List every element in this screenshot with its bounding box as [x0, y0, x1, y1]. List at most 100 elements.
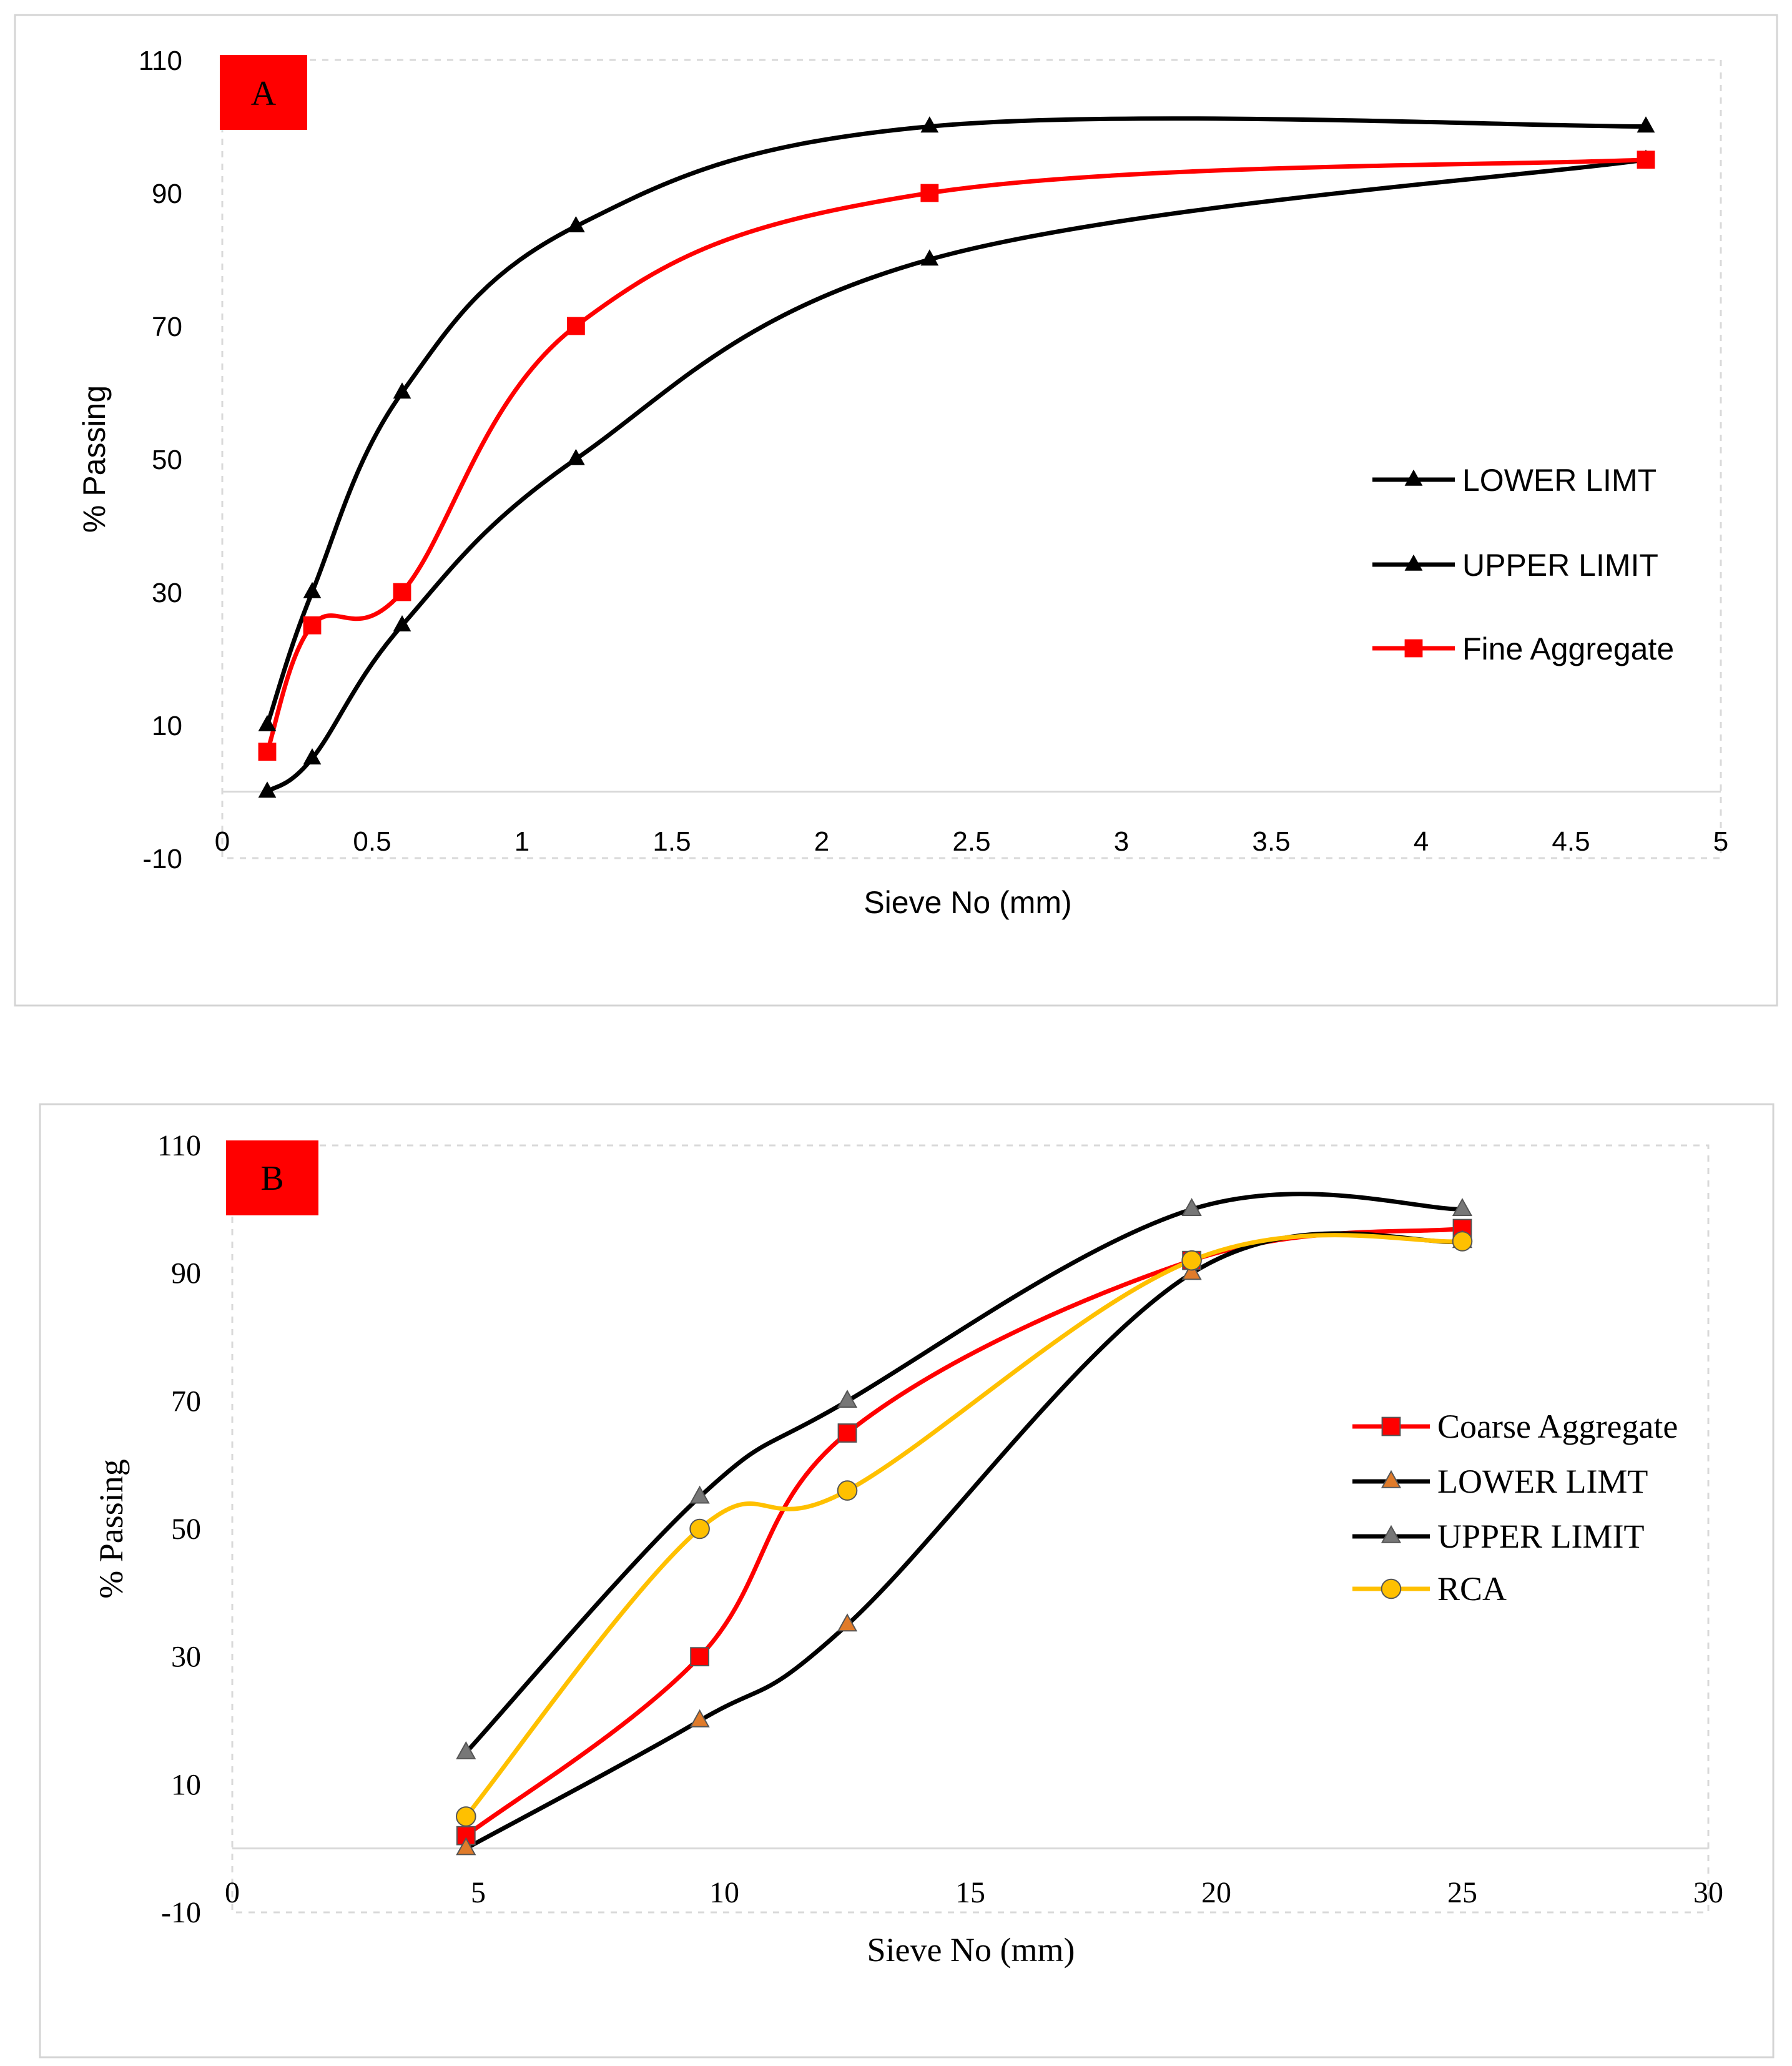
data-point-lower-limt [1181, 1262, 1202, 1280]
x-tick-label: 0 [215, 826, 230, 857]
data-point-upper-limit [1452, 1198, 1473, 1217]
y-tick-label: -10 [161, 1896, 201, 1929]
panel-a-y-ticks: 110 90 70 50 30 10 -10 [139, 46, 182, 874]
data-point-upper-limit [567, 216, 585, 232]
data-point-fine-aggregate [393, 583, 411, 601]
panel-b-gridlines [231, 1144, 1710, 1914]
data-point-upper-limit [837, 1390, 858, 1408]
x-tick-label: 0.5 [353, 826, 391, 857]
legend-item-lower-limt: LOWER LIMT [1372, 463, 1657, 498]
data-point-lower-limt [258, 781, 277, 798]
legend-swatch-marker [1381, 1525, 1402, 1543]
y-tick-label: 70 [171, 1385, 201, 1418]
data-point-upper-limit [1637, 116, 1655, 133]
legend-swatch-marker [1404, 639, 1423, 658]
x-tick-label: 15 [955, 1876, 985, 1909]
x-tick-label: 2.5 [952, 826, 990, 857]
data-point-fine-aggregate [920, 184, 939, 202]
legend-item-fine-aggregate: Fine Aggregate [1372, 631, 1674, 666]
x-tick-label: 4.5 [1552, 826, 1590, 857]
data-point-fine-aggregate [1637, 151, 1655, 169]
data-point-upper-limit [258, 714, 277, 731]
legend-label: Fine Aggregate [1462, 631, 1674, 666]
data-point-upper-limit [393, 382, 411, 399]
y-tick-label: 50 [171, 1513, 201, 1546]
legend-label: Coarse Aggregate [1437, 1408, 1678, 1445]
data-point-upper-limit [920, 116, 939, 133]
legend-item-upper-limit: UPPER LIMIT [1352, 1518, 1645, 1555]
x-tick-label: 3 [1114, 826, 1129, 857]
legend-label: LOWER LIMT [1462, 463, 1657, 498]
legend-swatch-marker [1404, 469, 1423, 486]
data-point-lower-limt [689, 1709, 710, 1727]
x-tick-label: 3.5 [1252, 826, 1290, 857]
data-point-coarse-aggregate [837, 1423, 857, 1443]
panel-a-x-axis-title: Sieve No (mm) [864, 885, 1071, 920]
panel-b-y-axis-title: % Passing [92, 1459, 130, 1599]
data-point-coarse-aggregate [690, 1647, 709, 1667]
panel-a-series [258, 116, 1655, 798]
legend-swatch-marker [1381, 1470, 1402, 1488]
x-tick-label: 30 [1693, 1876, 1723, 1909]
panel-a-label-box [220, 55, 307, 130]
panel-b-x-ticks: 0 5 10 15 20 25 30 [225, 1876, 1723, 1909]
legend-label: UPPER LIMIT [1462, 548, 1658, 583]
panel-b-label-badge: B [226, 1140, 318, 1215]
panel-b-series [456, 1192, 1473, 1856]
y-tick-label: 10 [152, 711, 182, 741]
data-point-upper-limit [1181, 1198, 1202, 1217]
legend-swatch-marker [1381, 1416, 1401, 1436]
legend-item-lower-limt: LOWER LIMT [1352, 1463, 1648, 1500]
y-tick-label: 50 [152, 445, 182, 475]
x-tick-label: 20 [1201, 1876, 1231, 1909]
x-tick-label: 5 [1713, 826, 1728, 857]
series-line-upper-limit [463, 1192, 1465, 1755]
y-tick-label: 30 [152, 578, 182, 608]
legend-swatch-marker [1381, 1578, 1402, 1599]
legend-label: RCA [1437, 1570, 1507, 1608]
y-tick-label: 110 [157, 1129, 201, 1162]
data-point-lower-limt [456, 1837, 476, 1856]
data-point-rca [689, 1518, 710, 1540]
data-point-upper-limit [456, 1741, 476, 1759]
x-tick-label: 1 [514, 826, 529, 857]
legend-item-coarse-aggregate: Coarse Aggregate [1352, 1408, 1678, 1445]
legend-swatch-marker [1404, 554, 1423, 571]
x-tick-label: 25 [1447, 1876, 1477, 1909]
plot-area-border [231, 1144, 1710, 1914]
panel-b: 110 90 70 50 30 10 -10 0 5 10 15 20 25 30 Sieve No (… [39, 1103, 1775, 2059]
data-point-fine-aggregate [258, 743, 277, 761]
panel-a-label: A [251, 74, 277, 113]
data-point-lower-limt [303, 748, 322, 764]
x-tick-label: 2 [814, 826, 829, 857]
panel-b-label: B [260, 1159, 283, 1198]
legend-label: UPPER LIMIT [1437, 1518, 1645, 1555]
series-line-lower-limt [265, 157, 1648, 794]
legend-label: LOWER LIMT [1437, 1463, 1648, 1500]
data-point-rca [837, 1480, 858, 1501]
panel-b-y-ticks: 110 90 70 50 30 10 -10 [157, 1129, 201, 1929]
panel-a: 110 90 70 50 30 10 -10 0 0.5 1 1.5 2 2.5 3 3.5 4 4.5 5 S… [14, 14, 1778, 1007]
data-point-upper-limit [689, 1485, 710, 1504]
legend-item-rca: RCA [1352, 1570, 1507, 1608]
panel-a-legend: LOWER LIMT UPPER LIMIT Fine Aggregate [1372, 463, 1674, 666]
data-point-rca [1181, 1250, 1202, 1271]
panel-a-label-badge: A [220, 55, 307, 130]
x-tick-label: 1.5 [652, 826, 691, 857]
data-point-upper-limit [303, 581, 322, 598]
data-point-fine-aggregate [303, 616, 322, 635]
data-point-lower-limt [567, 448, 585, 465]
y-tick-label: -10 [142, 844, 182, 874]
panel-a-y-axis-title: % Passing [77, 385, 112, 533]
panel-b-frame [39, 1103, 1775, 2059]
x-tick-label: 5 [471, 1876, 486, 1909]
panel-a-gridlines [221, 59, 1722, 859]
y-tick-label: 110 [139, 46, 182, 76]
legend-item-upper-limit: UPPER LIMIT [1372, 548, 1658, 583]
panel-b-label-box [226, 1140, 318, 1215]
panel-a-x-ticks: 0 0.5 1 1.5 2 2.5 3 3.5 4 4.5 5 [215, 826, 1728, 857]
data-point-fine-aggregate [567, 317, 585, 335]
x-tick-label: 10 [709, 1876, 739, 1909]
y-tick-label: 90 [152, 179, 182, 209]
